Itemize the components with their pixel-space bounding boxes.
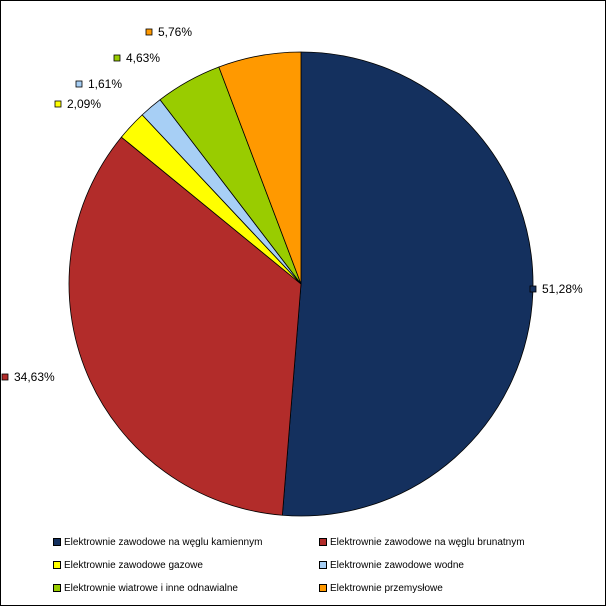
data-label-swatch (145, 28, 153, 36)
legend-label: Elektrownie wiatrowe i inne odnawialne (64, 582, 238, 594)
pie-slice-6 (218, 51, 302, 285)
legend-label: Elektrownie zawodowe wodne (330, 559, 464, 571)
data-label-swatch (54, 100, 62, 108)
legend-item-5: Elektrownie wiatrowe i inne odnawialne (53, 581, 319, 595)
legend-label: Elektrownie zawodowe gazowe (64, 559, 203, 571)
legend-swatch (319, 584, 327, 592)
legend-label: Elektrownie zawodowe na węglu kamiennym (64, 536, 263, 548)
legend-item-2: Elektrownie zawodowe na węglu brunatnym (319, 535, 585, 549)
pie-data-labels: 51,28% 34,63% 2,09% 1,61% 4,63% 5,76% (1, 25, 583, 384)
data-label-swatch (113, 54, 121, 62)
legend-label: Elektrownie zawodowe na węglu brunatnym (330, 536, 525, 548)
data-label-text: 1,61% (88, 77, 122, 91)
data-label-4: 1,61% (75, 77, 122, 91)
data-label-text: 34,63% (14, 370, 55, 384)
legend-item-1: Elektrownie zawodowe na węglu kamiennym (53, 535, 319, 549)
data-label-1: 51,28% (529, 282, 583, 296)
pie-slice-1 (281, 51, 534, 517)
legend-swatch (53, 561, 61, 569)
data-label-text: 51,28% (542, 282, 583, 296)
data-label-text: 2,09% (67, 97, 101, 111)
legend-swatch (319, 538, 327, 546)
legend-item-4: Elektrownie zawodowe wodne (319, 558, 585, 572)
data-label-3: 2,09% (54, 97, 101, 111)
pie-slice-2 (68, 136, 302, 516)
data-label-2: 34,63% (1, 370, 55, 384)
legend-label: Elektrownie przemysłowe (330, 582, 443, 594)
legend-item-6: Elektrownie przemysłowe (319, 581, 585, 595)
legend-item-3: Elektrownie zawodowe gazowe (53, 558, 319, 572)
data-label-swatch (1, 373, 9, 381)
legend-swatch (319, 561, 327, 569)
data-label-swatch (75, 80, 83, 88)
chart-legend: Elektrownie zawodowe na węglu kamiennym E… (53, 535, 593, 595)
data-label-text: 4,63% (126, 51, 160, 65)
data-label-swatch (529, 285, 537, 293)
legend-swatch (53, 584, 61, 592)
data-label-6: 5,76% (145, 25, 192, 39)
pie-slices (68, 51, 534, 517)
data-label-text: 5,76% (158, 25, 192, 39)
legend-swatch (53, 538, 61, 546)
data-label-5: 4,63% (113, 51, 160, 65)
